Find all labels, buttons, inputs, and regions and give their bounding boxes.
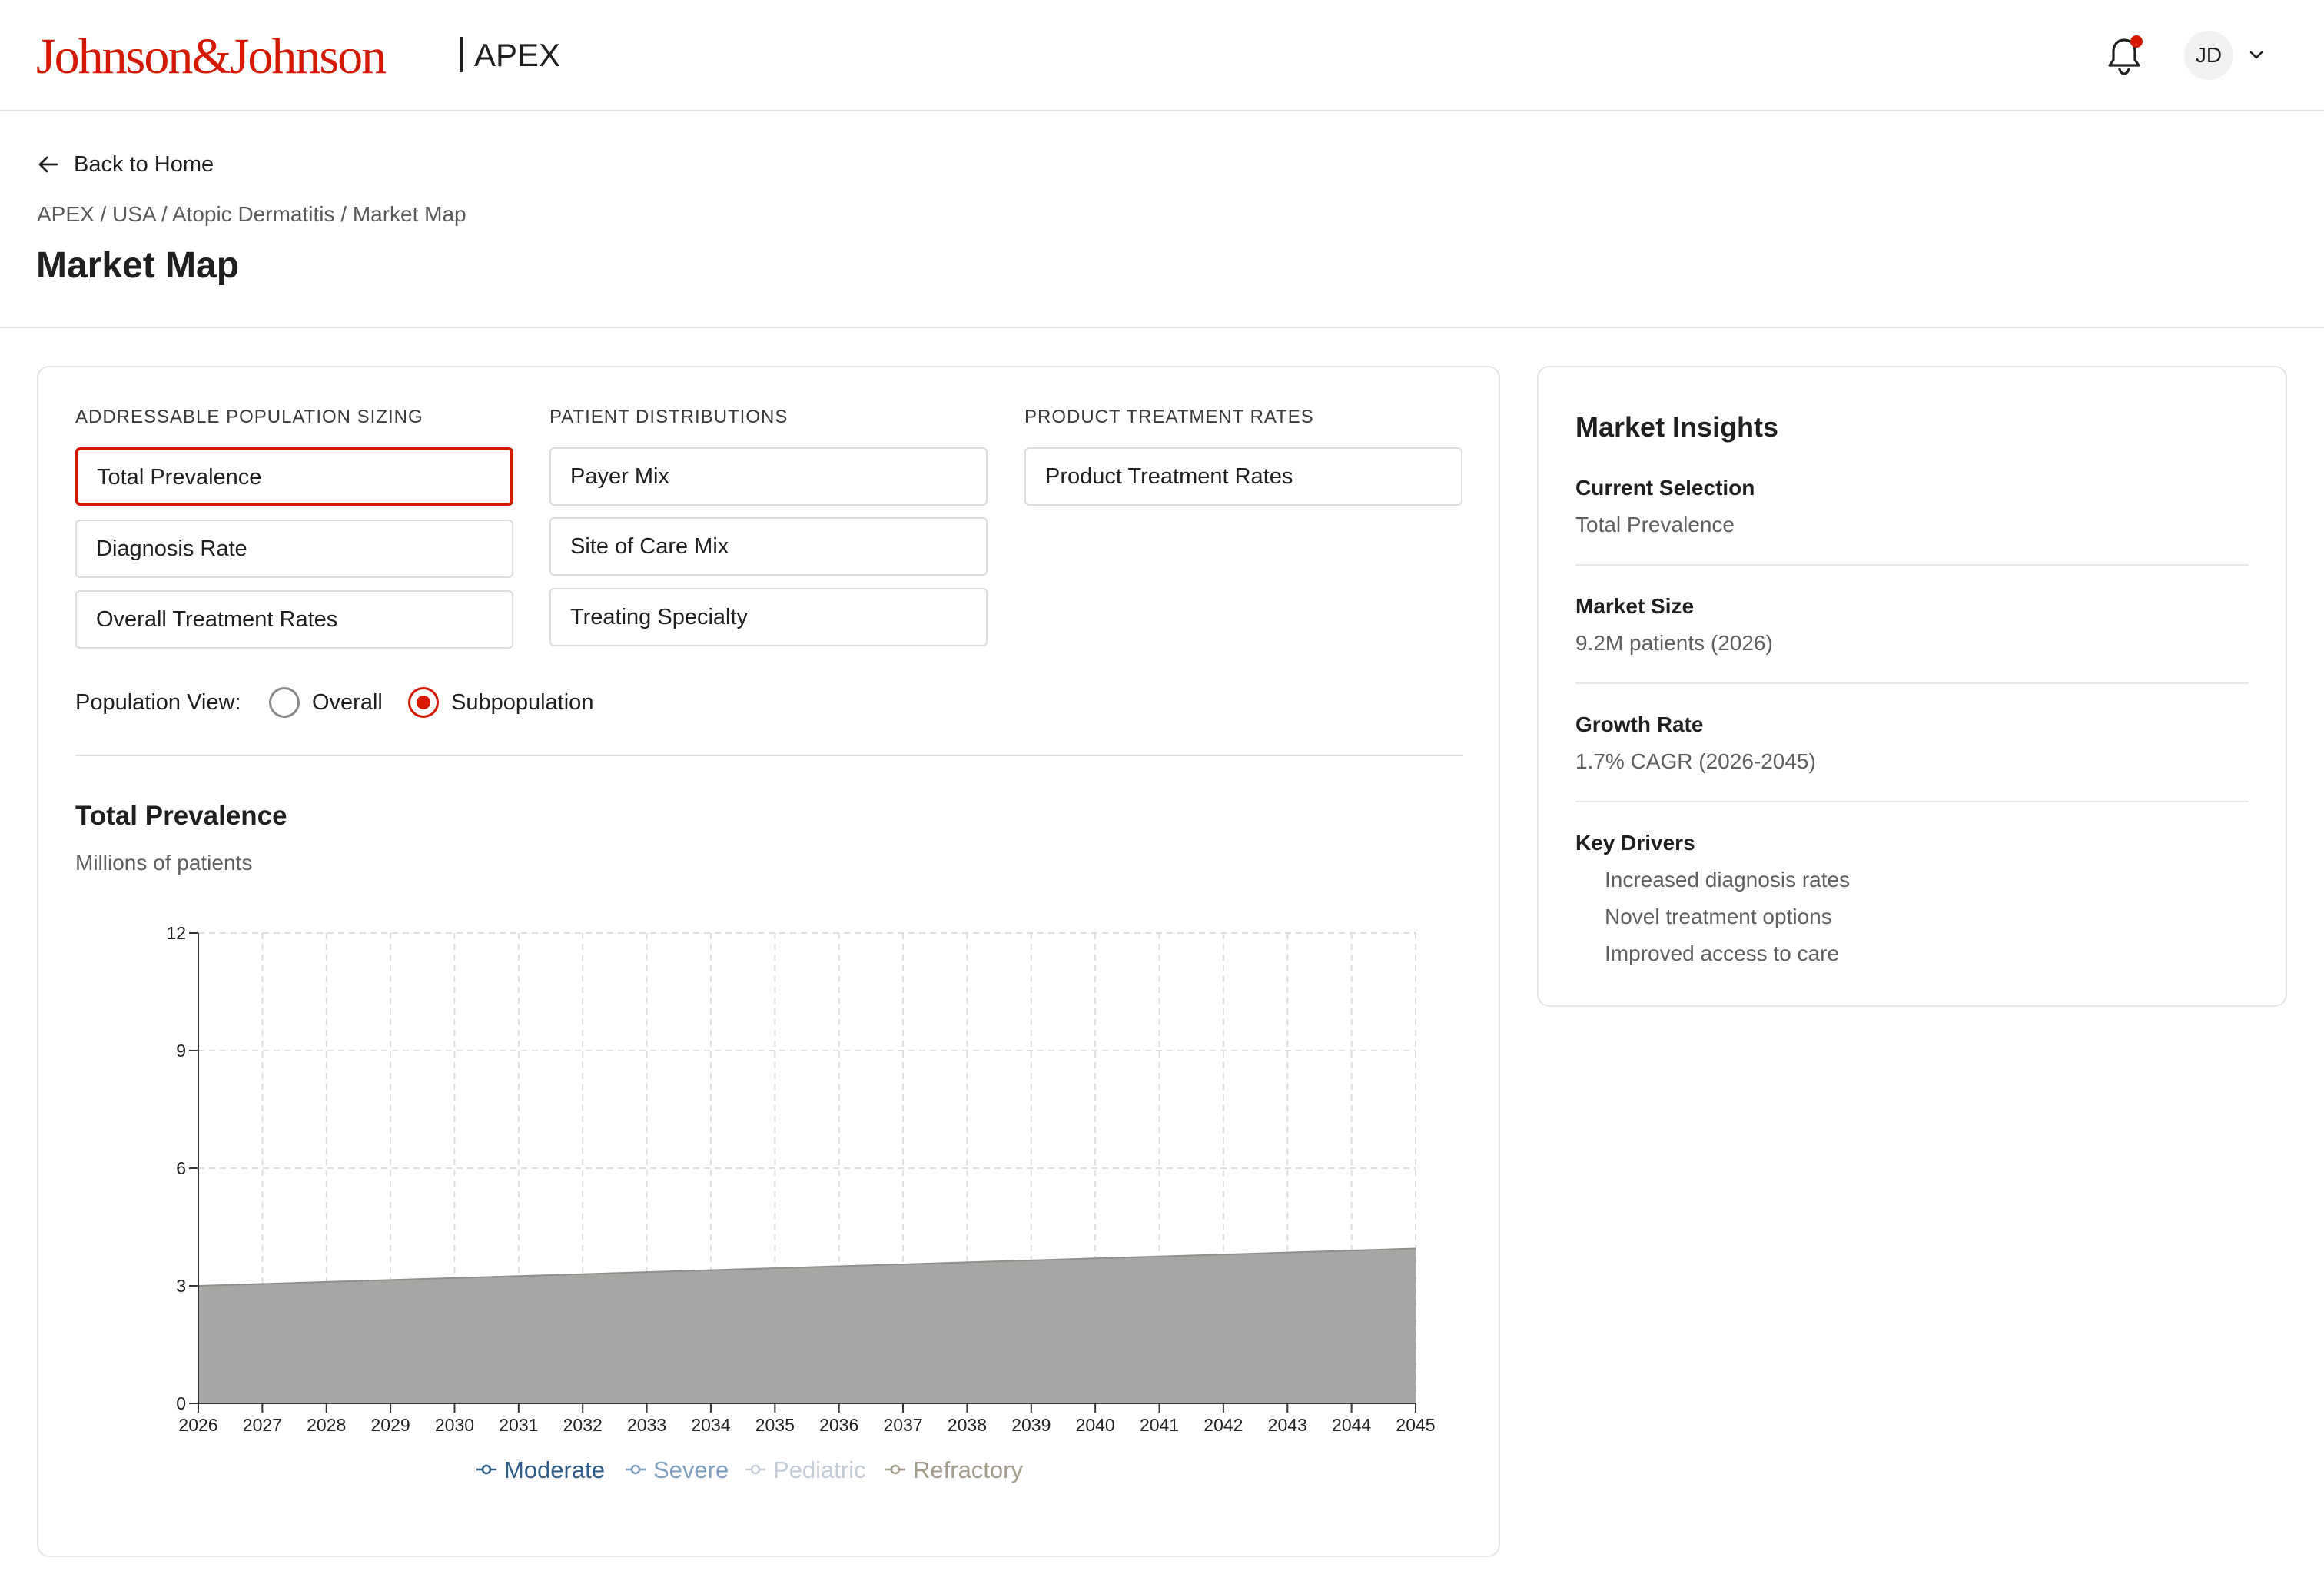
legend-item-pediatric[interactable]: Pediatric [773, 1456, 866, 1483]
key-driver-item: Increased diagnosis rates [1605, 868, 1851, 892]
y-tick-label: 9 [176, 1041, 186, 1061]
x-tick-label: 2040 [1076, 1415, 1115, 1435]
arrow-left-icon [38, 156, 58, 173]
legend-marker-dot[interactable] [481, 1464, 492, 1475]
group-title-population-sizing: ADDRESSABLE POPULATION SIZING [75, 407, 423, 427]
back-to-home-label: Back to Home [74, 152, 214, 177]
option-diagnosis-rate[interactable]: Diagnosis Rate [75, 520, 513, 578]
x-tick-label: 2037 [883, 1415, 922, 1435]
x-tick-label: 2036 [819, 1415, 858, 1435]
chart-subtitle: Millions of patients [75, 851, 253, 875]
logo-separator [460, 37, 463, 72]
legend-item-moderate[interactable]: Moderate [504, 1456, 605, 1483]
app-name: APEX [474, 37, 561, 73]
group-title-product-treatment-rates: PRODUCT TREATMENT RATES [1024, 407, 1314, 427]
x-tick-label: 2035 [755, 1415, 795, 1435]
key-drivers-label: Key Drivers [1575, 831, 1695, 855]
area-series-line [198, 1247, 1416, 1287]
radio-overall-label[interactable]: Overall [312, 690, 383, 715]
page-title: Market Map [36, 245, 240, 286]
x-tick-label: 2041 [1140, 1415, 1179, 1435]
legend-marker-dot[interactable] [890, 1464, 901, 1475]
growth-rate-label: Growth Rate [1575, 712, 1704, 736]
current-selection-label: Current Selection [1575, 476, 1755, 500]
user-avatar[interactable]: JD [2184, 31, 2233, 80]
y-tick-label: 3 [176, 1276, 186, 1296]
growth-rate-value: 1.7% CAGR (2026-2045) [1575, 749, 1816, 773]
x-tick-label: 2031 [499, 1415, 538, 1435]
option-site-of-care-mix[interactable]: Site of Care Mix [549, 517, 988, 576]
current-selection-value: Total Prevalence [1575, 513, 1735, 536]
market-size-label: Market Size [1575, 594, 1695, 618]
option-payer-mix[interactable]: Payer Mix [549, 447, 988, 506]
legend-item-severe[interactable]: Severe [653, 1456, 729, 1483]
key-driver-item: Novel treatment options [1605, 905, 1832, 928]
legend-marker-dot[interactable] [750, 1464, 761, 1475]
x-tick-label: 2034 [691, 1415, 730, 1435]
legend-marker-dot[interactable] [630, 1464, 641, 1475]
market-size-value: 9.2M patients (2026) [1575, 631, 1773, 655]
x-tick-label: 2044 [1332, 1415, 1371, 1435]
population-view-label: Population View: [75, 690, 241, 715]
radio-overall[interactable] [269, 687, 300, 718]
insights-divider [1575, 564, 2249, 566]
breadcrumb: APEX / USA / Atopic Dermatitis / Market … [37, 202, 466, 226]
insights-divider [1575, 682, 2249, 684]
top-bar: Johnson&Johnson APEX JD [0, 0, 2324, 111]
option-product-treatment-rates[interactable]: Product Treatment Rates [1024, 447, 1462, 506]
x-tick-label: 2027 [243, 1415, 282, 1435]
x-tick-label: 2039 [1011, 1415, 1051, 1435]
chart-title: Total Prevalence [75, 801, 287, 831]
section-divider [75, 755, 1463, 756]
x-tick-label: 2038 [948, 1415, 987, 1435]
page-divider [0, 327, 2324, 328]
x-tick-label: 2028 [307, 1415, 346, 1435]
chevron-down-icon[interactable] [2246, 45, 2267, 66]
x-tick-label: 2029 [371, 1415, 410, 1435]
insights-title: Market Insights [1575, 411, 1779, 443]
radio-subpopulation-label[interactable]: Subpopulation [451, 690, 594, 715]
y-tick-label: 0 [176, 1393, 186, 1413]
option-overall-treatment-rates[interactable]: Overall Treatment Rates [75, 590, 513, 649]
key-driver-item: Improved access to care [1605, 941, 1840, 965]
market-insights-panel [1537, 366, 2287, 1007]
area-series-total [198, 1248, 1416, 1403]
option-treating-specialty[interactable]: Treating Specialty [549, 588, 988, 646]
legend-item-refractory[interactable]: Refractory [913, 1456, 1023, 1483]
radio-subpopulation[interactable] [408, 687, 439, 718]
x-tick-label: 2032 [563, 1415, 603, 1435]
x-tick-label: 2045 [1396, 1415, 1435, 1435]
option-total-prevalence[interactable]: Total Prevalence [75, 447, 513, 506]
x-tick-label: 2030 [435, 1415, 474, 1435]
insights-divider [1575, 801, 2249, 802]
x-tick-label: 2033 [627, 1415, 666, 1435]
notification-dot [2130, 35, 2143, 48]
x-tick-label: 2026 [178, 1415, 217, 1435]
brand-logo[interactable]: Johnson&Johnson [36, 28, 387, 85]
x-tick-label: 2042 [1204, 1415, 1243, 1435]
group-title-patient-distributions: PATIENT DISTRIBUTIONS [549, 407, 788, 427]
y-tick-label: 12 [166, 923, 186, 943]
x-tick-label: 2043 [1268, 1415, 1307, 1435]
y-tick-label: 6 [176, 1158, 186, 1178]
